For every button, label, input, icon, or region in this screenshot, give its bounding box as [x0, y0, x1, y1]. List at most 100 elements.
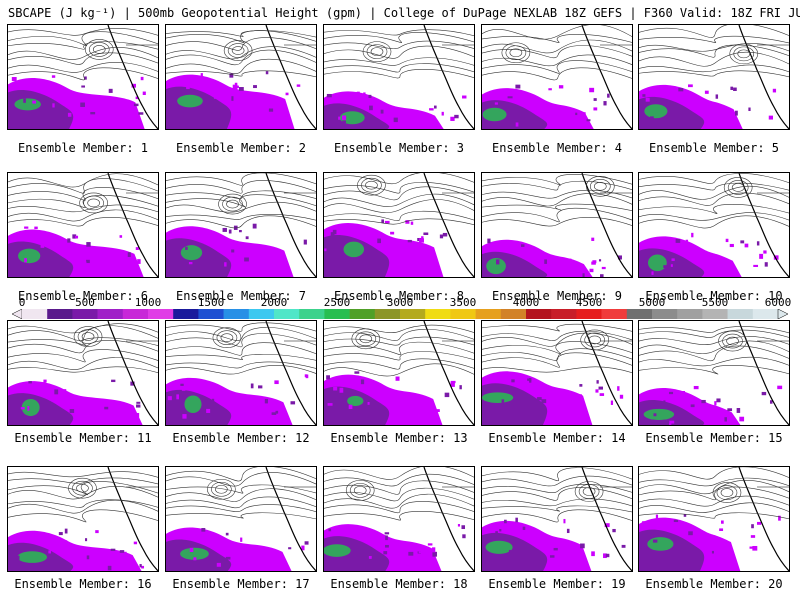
height-contour-line	[8, 187, 158, 201]
map-panel-svg	[639, 25, 789, 129]
colorbar-tick-label: 4000	[512, 296, 540, 309]
cape-speck	[174, 553, 178, 558]
ensemble-panel-20	[638, 466, 790, 572]
height-contour-line	[639, 326, 789, 334]
cape-region-high	[486, 258, 506, 275]
height-contour-line	[482, 323, 632, 332]
cape-field	[482, 517, 626, 571]
height-contour-closed	[87, 198, 100, 208]
colorbar-swatch	[601, 309, 628, 319]
cape-speck	[566, 528, 570, 534]
cape-speck	[52, 103, 55, 108]
height-contour-closed	[729, 43, 759, 65]
cape-speck	[501, 399, 505, 404]
height-contour-line	[482, 348, 632, 361]
cape-speck	[548, 88, 552, 91]
cape-speck	[66, 397, 71, 402]
height-contours	[639, 173, 789, 229]
map-panel-svg	[639, 321, 789, 425]
ensemble-member-label: Ensemble Member: 13	[330, 431, 468, 445]
cape-speck	[520, 244, 525, 247]
cape-speck	[390, 231, 395, 235]
cape-speck	[693, 385, 699, 390]
cape-speck	[181, 544, 185, 548]
colorbar-swatch	[450, 309, 476, 319]
cape-speck	[579, 384, 583, 387]
cape-speck	[549, 555, 555, 558]
height-contours	[324, 467, 474, 521]
height-contour-line	[166, 327, 316, 341]
height-contour-line	[482, 475, 632, 487]
cape-speck	[640, 524, 645, 530]
ensemble-member-label: Ensemble Member: 10	[645, 289, 783, 303]
height-contour-line	[639, 182, 789, 191]
cape-speck	[381, 219, 385, 223]
cape-speck	[617, 386, 620, 391]
cape-speck	[67, 112, 72, 117]
height-contour-closed	[727, 180, 749, 195]
height-contour-line	[166, 365, 316, 375]
cape-speck	[595, 389, 599, 393]
ensemble-panel-2	[165, 24, 317, 130]
height-contours	[8, 28, 158, 81]
cape-speck	[135, 247, 139, 250]
cape-speck	[529, 377, 532, 383]
cape-region-high	[21, 398, 40, 417]
height-contour-line	[482, 487, 632, 501]
cape-speck	[642, 94, 646, 97]
cape-speck	[764, 262, 768, 267]
height-contour-line	[166, 30, 316, 44]
cape-speck	[363, 92, 366, 97]
ensemble-member-label: Ensemble Member: 6	[17, 289, 149, 303]
height-contour-line	[639, 502, 789, 513]
cape-speck	[330, 232, 335, 236]
height-contour-closed	[211, 481, 232, 497]
height-contour-line	[8, 41, 158, 50]
cape-region-high	[482, 107, 507, 122]
cape-speck	[721, 520, 724, 524]
ensemble-member-label: Ensemble Member: 8	[333, 289, 465, 303]
cape-speck	[368, 556, 372, 559]
cape-speck	[35, 537, 40, 541]
height-contour-line	[8, 349, 158, 363]
cape-speck	[84, 76, 87, 80]
cape-region-high	[18, 248, 41, 264]
ensemble-member-label: Ensemble Member: 4	[491, 141, 623, 155]
cape-speck	[684, 98, 688, 103]
coastline	[107, 467, 158, 571]
cape-speck	[663, 400, 666, 406]
cape-speck	[367, 402, 370, 405]
coastline	[265, 173, 316, 277]
ensemble-member-label: Ensemble Member: 18	[330, 577, 468, 591]
colorbar-swatch	[374, 309, 401, 319]
height-contour-line	[8, 47, 158, 60]
cape-speck	[461, 525, 466, 530]
height-contour-closed	[83, 195, 104, 211]
cape-speck	[678, 88, 684, 92]
cape-speck	[408, 551, 414, 556]
colorbar-swatch	[349, 309, 376, 319]
height-contour-line	[8, 31, 158, 47]
cape-speck	[592, 260, 597, 264]
cape-speck	[332, 229, 337, 235]
height-contour-line	[324, 57, 474, 66]
coastline	[738, 467, 789, 571]
cape-speck	[574, 402, 577, 407]
height-contour-line	[639, 173, 789, 184]
height-contour-line	[482, 174, 632, 186]
height-contour-line	[324, 40, 474, 50]
ensemble-member-label: Ensemble Member: 20	[645, 577, 783, 591]
cape-speck	[515, 390, 519, 393]
height-contour-line	[8, 481, 158, 496]
ensemble-member-label: Ensemble Member: 16	[14, 577, 152, 591]
map-panel-svg	[166, 25, 316, 129]
colorbar-arrow-right	[777, 309, 788, 319]
height-contour-closed	[716, 485, 738, 500]
height-contour-line	[166, 333, 316, 348]
ensemble-member-label: Ensemble Member: 9	[491, 289, 623, 303]
cape-speck	[450, 116, 455, 121]
height-contour-closed	[349, 483, 371, 498]
cape-speck	[753, 264, 759, 267]
height-contour-closed	[593, 182, 607, 191]
cape-speck	[119, 235, 123, 238]
